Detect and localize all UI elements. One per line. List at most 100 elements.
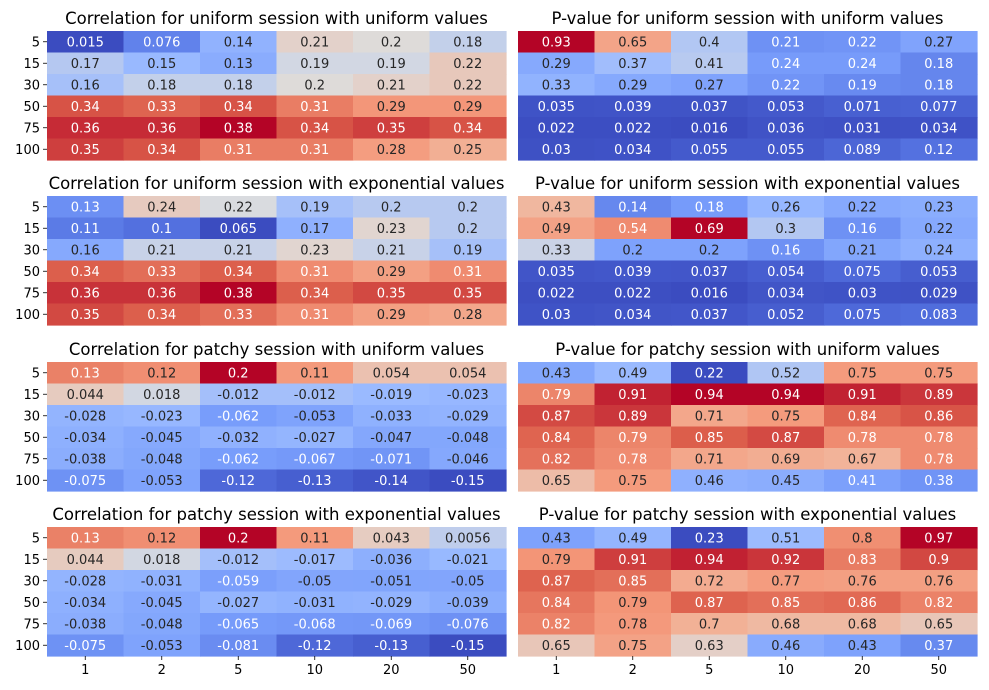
heatmap-cell <box>429 260 507 283</box>
heatmap-cell <box>824 31 902 54</box>
cell-label: 0.2 <box>699 243 720 258</box>
heatmap-cell <box>671 548 749 571</box>
cell-label: 0.91 <box>618 553 647 568</box>
heatmap-cell <box>594 448 672 471</box>
cell-label: -0.062 <box>217 452 259 467</box>
cell-label: 0.79 <box>618 431 647 446</box>
cell-label: 0.16 <box>71 78 100 93</box>
cell-label: 0.45 <box>771 474 800 489</box>
cell-label: 0.79 <box>542 553 571 568</box>
cell-label: -0.023 <box>447 388 489 403</box>
cell-label: 0.38 <box>224 286 253 301</box>
cell-label: 0.82 <box>542 452 571 467</box>
heatmap-cell <box>671 383 749 406</box>
cell-label: 0.43 <box>542 200 571 215</box>
cell-label: 0.9 <box>928 553 949 568</box>
cell-label: 0.31 <box>300 100 329 115</box>
cell-label: 0.22 <box>453 57 482 72</box>
heatmap-cell <box>671 448 749 471</box>
heatmap-cell <box>900 469 978 492</box>
cell-label: 0.87 <box>542 574 571 589</box>
heatmap-cell <box>900 591 978 614</box>
heatmap-cell <box>123 527 201 550</box>
cell-label: 0.19 <box>848 78 877 93</box>
heatmap-cell <box>900 634 978 657</box>
cell-label: 0.19 <box>453 243 482 258</box>
heatmap-cell <box>123 591 201 614</box>
cell-label: 0.35 <box>453 286 482 301</box>
heatmap-cell <box>518 527 596 550</box>
cell-label: 0.35 <box>71 143 100 158</box>
cell-label: 0.34 <box>224 265 253 280</box>
panel-title: Correlation for uniform session with uni… <box>65 9 488 28</box>
cell-label: -0.15 <box>451 639 485 654</box>
cell-label: 0.23 <box>924 200 953 215</box>
cell-label: 0.84 <box>542 431 571 446</box>
heatmap-cell <box>200 95 278 118</box>
heatmap-cell <box>824 613 902 636</box>
heatmap-cell <box>671 74 749 97</box>
cell-label: 0.16 <box>848 222 877 237</box>
cell-label: -0.047 <box>370 431 412 446</box>
cell-label: 0.31 <box>453 265 482 280</box>
heatmap-cell <box>594 469 672 492</box>
heatmap-cell <box>47 217 125 240</box>
heatmap-cell <box>353 31 431 54</box>
heatmap-cell <box>518 138 596 161</box>
cell-label: -0.075 <box>64 639 106 654</box>
y-tick-label: 100 <box>15 639 40 654</box>
cell-label: 0.12 <box>924 143 953 158</box>
heatmap-cell <box>47 31 125 54</box>
heatmap-panel: Correlation for patchy session with unif… <box>15 340 507 492</box>
heatmap-cell <box>594 196 672 219</box>
heatmap-cell <box>276 117 354 140</box>
heatmap-cell <box>671 31 749 54</box>
cell-label: -0.069 <box>370 617 412 632</box>
heatmap-cell <box>747 548 825 571</box>
cell-label: -0.076 <box>447 617 489 632</box>
heatmap-cell <box>824 303 902 326</box>
heatmap-cell <box>671 117 749 140</box>
cell-label: 0.018 <box>143 553 180 568</box>
cell-label: -0.05 <box>451 574 485 589</box>
cell-label: 0.18 <box>147 78 176 93</box>
cell-label: 0.22 <box>848 35 877 50</box>
heatmap-cell <box>276 74 354 97</box>
x-tick-label: 20 <box>854 663 871 678</box>
cell-label: 0.24 <box>147 200 176 215</box>
heatmap-cell <box>276 260 354 283</box>
cell-label: 0.2 <box>457 200 478 215</box>
y-tick-label: 100 <box>15 474 40 489</box>
cell-label: 0.054 <box>767 265 804 280</box>
heatmap-cell <box>594 303 672 326</box>
heatmap-cell <box>747 52 825 75</box>
x-tick-label: 2 <box>158 663 166 678</box>
heatmap-cell <box>824 362 902 385</box>
heatmap-cell <box>276 469 354 492</box>
heatmap-cell <box>200 239 278 262</box>
cell-label: -0.027 <box>217 596 259 611</box>
cell-label: 0.15 <box>147 57 176 72</box>
cell-label: 0.18 <box>695 200 724 215</box>
heatmap-cell <box>900 303 978 326</box>
cell-label: 0.1 <box>151 222 172 237</box>
heatmap-cell <box>518 591 596 614</box>
cell-label: -0.033 <box>370 409 412 424</box>
heatmap-cell <box>671 95 749 118</box>
cell-label: 0.052 <box>767 308 804 323</box>
cell-label: 0.86 <box>924 409 953 424</box>
heatmap-cell <box>47 591 125 614</box>
y-tick-label: 100 <box>15 143 40 158</box>
cell-label: 0.34 <box>300 286 329 301</box>
heatmap-cell <box>594 362 672 385</box>
heatmap-cell <box>353 95 431 118</box>
cell-label: 0.78 <box>924 431 953 446</box>
heatmap-cell <box>518 570 596 593</box>
heatmap-cell <box>47 527 125 550</box>
heatmap-cell <box>353 548 431 571</box>
cell-label: 0.075 <box>844 265 881 280</box>
heatmap-panel: P-value for patchy session with exponent… <box>518 505 978 678</box>
heatmap-cell <box>900 383 978 406</box>
cell-label: 0.91 <box>848 388 877 403</box>
y-tick-label: 5 <box>32 35 40 50</box>
